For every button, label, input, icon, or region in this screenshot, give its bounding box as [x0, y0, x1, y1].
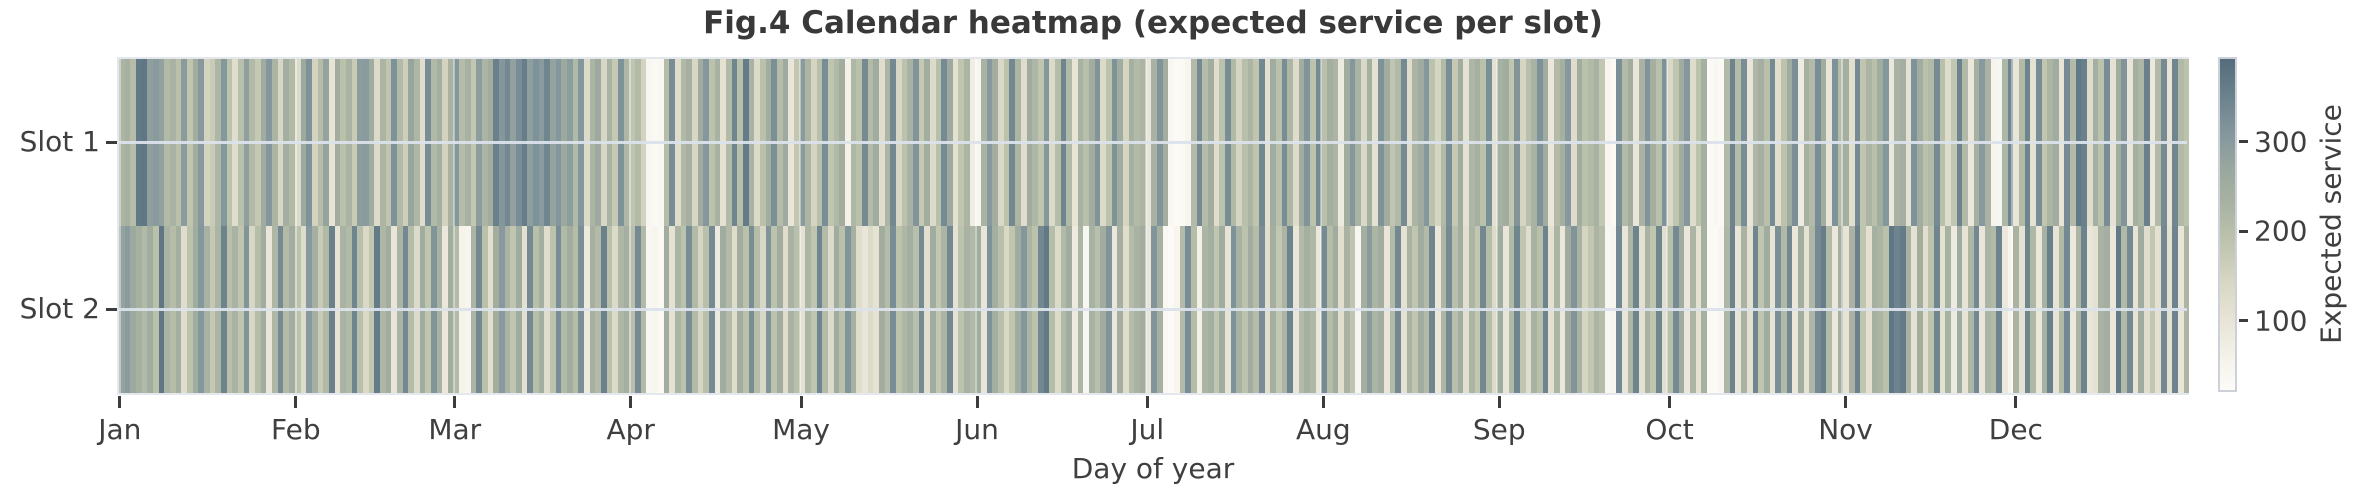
x-tick-mark	[2014, 396, 2018, 408]
colorbar-tick-mark	[2239, 140, 2248, 144]
x-tick-label: Jun	[955, 413, 999, 446]
x-tick-mark	[118, 396, 122, 408]
x-tick-mark	[975, 396, 979, 408]
x-tick-mark	[629, 396, 633, 408]
colorbar	[2218, 57, 2237, 392]
heatmap-cell	[2183, 59, 2190, 226]
heatmap-row-2	[119, 226, 2190, 393]
x-tick-label: Jan	[98, 413, 142, 446]
x-tick-mark	[1497, 396, 1501, 408]
x-tick-mark	[294, 396, 298, 408]
heatmap-row-1	[119, 59, 2190, 226]
x-tick-label: Oct	[1645, 413, 1694, 446]
chart-title: Fig.4 Calendar heatmap (expected service…	[703, 5, 1603, 41]
x-tick-mark	[453, 396, 457, 408]
x-axis-label: Day of year	[1071, 452, 1235, 485]
x-tick-mark	[799, 396, 803, 408]
colorbar-tick-mark	[2239, 319, 2248, 323]
y-tick-label: Slot 1	[19, 124, 100, 158]
x-tick-mark	[1145, 396, 1149, 408]
x-tick-mark	[1668, 396, 1672, 408]
colorbar-tick-label: 100	[2254, 304, 2308, 338]
heatmap-plot	[117, 57, 2190, 395]
x-tick-label: May	[772, 413, 830, 446]
x-tick-label: Apr	[606, 413, 655, 446]
colorbar-tick-label: 300	[2254, 125, 2308, 159]
x-tick-label: Mar	[428, 413, 482, 446]
x-tick-mark	[1321, 396, 1325, 408]
colorbar-tick-mark	[2239, 229, 2248, 233]
y-tick-mark	[106, 308, 117, 311]
y-tick-mark	[106, 141, 117, 144]
x-tick-label: Dec	[1988, 413, 2043, 446]
x-tick-label: Sep	[1472, 413, 1526, 446]
x-tick-label: Aug	[1295, 413, 1351, 446]
y-tick-label: Slot 2	[19, 291, 100, 325]
x-tick-mark	[1844, 396, 1848, 408]
x-tick-label: Nov	[1818, 413, 1873, 446]
colorbar-tick-label: 200	[2254, 214, 2308, 248]
x-tick-label: Feb	[271, 413, 321, 446]
heatmap-cell	[2183, 226, 2190, 393]
x-tick-label: Jul	[1130, 413, 1165, 446]
colorbar-label: Expected service	[2314, 104, 2348, 344]
